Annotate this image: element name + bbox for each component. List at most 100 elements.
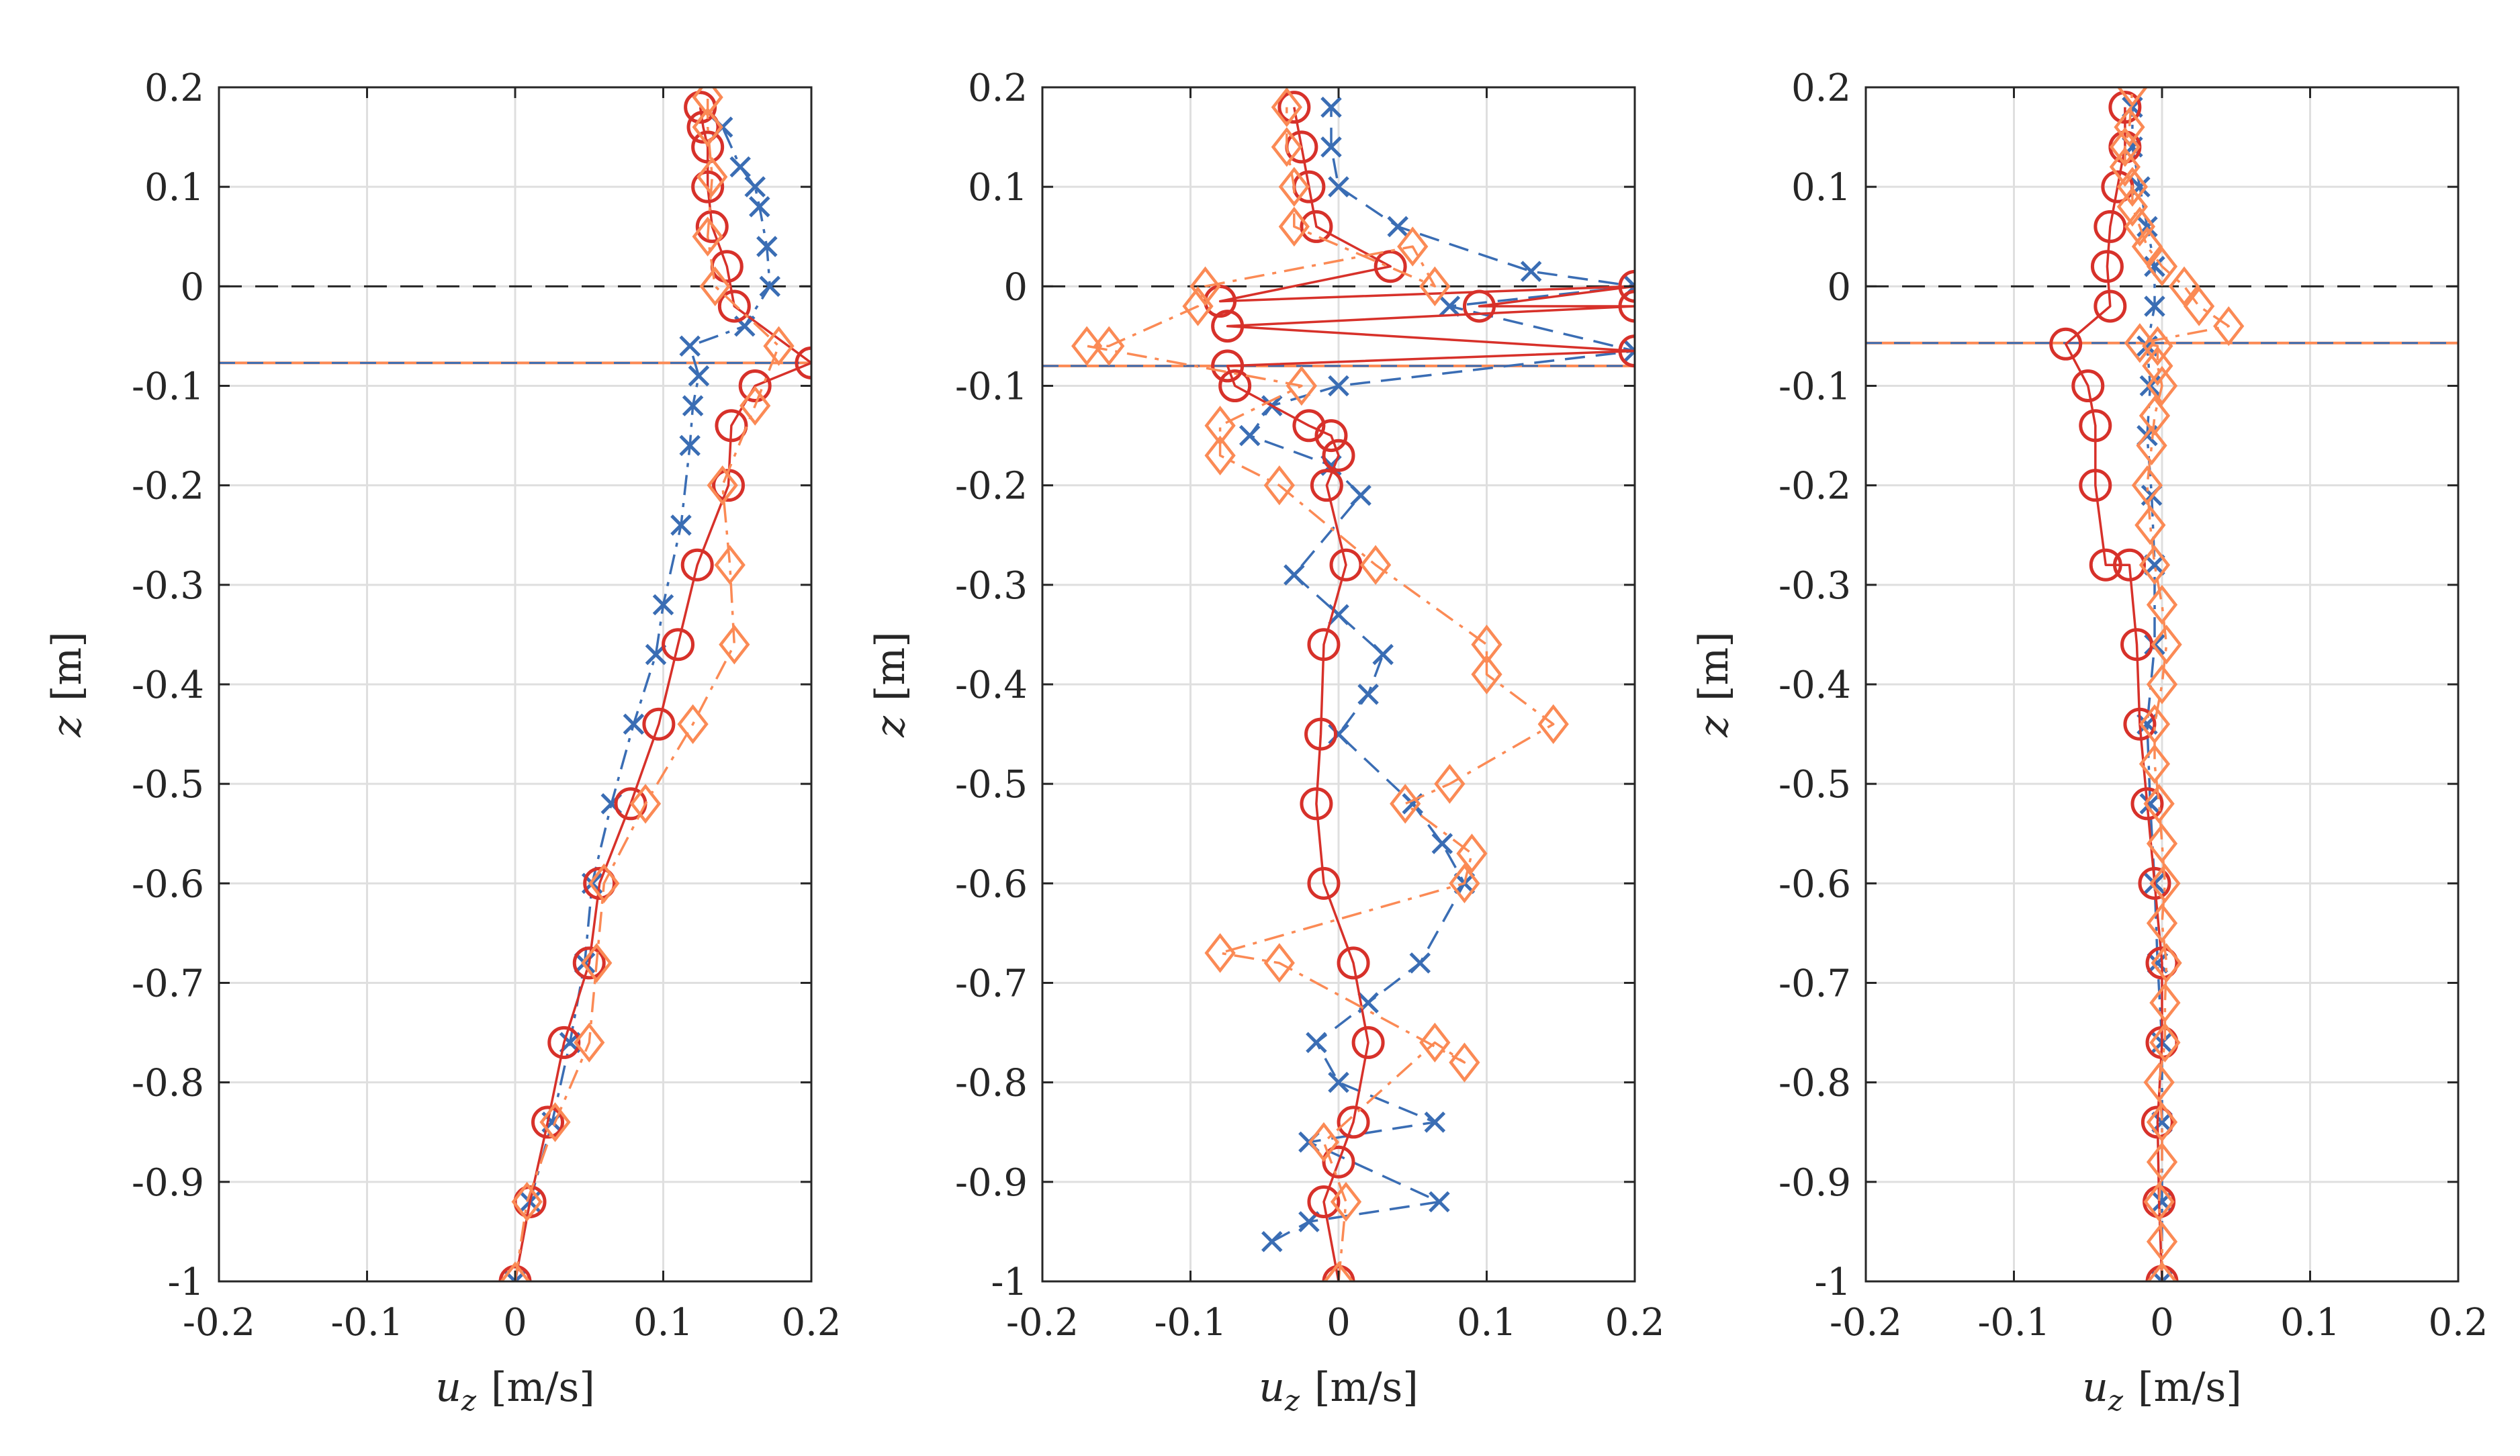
series-line: [1218, 107, 1635, 1281]
marker-diamond: [2146, 1261, 2178, 1281]
series-orange-diamond-dashdot: [1071, 87, 1569, 1281]
y-tick-label: -0.1: [955, 365, 1028, 409]
marker-diamond: [1390, 784, 1421, 824]
y-axis-label-unit: [m]: [867, 631, 914, 701]
series-red-o-solid: [1204, 91, 1635, 1281]
x-tick-label: 0.2: [781, 1301, 841, 1345]
marker-x: [1261, 1230, 1283, 1253]
marker-x: [2144, 295, 2165, 317]
marker-circle: [1351, 1026, 1385, 1059]
marker-circle: [2089, 548, 2122, 582]
marker-diamond: [1359, 545, 1392, 585]
marker-circle: [1277, 91, 1311, 124]
marker-diamond: [1471, 625, 1502, 665]
x-axis-label-sub: z: [1284, 1384, 1300, 1417]
marker-circle: [1211, 349, 1245, 383]
x-tick-label: -0.2: [1830, 1301, 1902, 1345]
marker-diamond: [2151, 625, 2182, 665]
marker-diamond: [1263, 465, 1295, 506]
y-tick-labels-middle: -1 -0.9 -0.8 -0.7 -0.6 -0.5 -0.4 -0.3 -0.2 -0.1 0 0…: [955, 66, 1635, 1304]
marker-x: [1306, 1032, 1327, 1054]
y-tick-label: 0.1: [968, 166, 1028, 210]
y-tick-label: -0.6: [955, 862, 1028, 906]
marker-circle: [2079, 409, 2112, 443]
marker-diamond: [1322, 1261, 1355, 1281]
x-tick-label: 0: [1326, 1301, 1351, 1345]
y-tick-label: 0.1: [144, 166, 204, 210]
marker-x: [1239, 424, 1261, 447]
y-axis-label-var: z: [44, 716, 91, 738]
y-axis-label-unit: [m]: [44, 631, 91, 701]
y-axis-label-var: z: [1691, 716, 1738, 738]
marker-circle: [1337, 946, 1370, 980]
marker-diamond: [2109, 127, 2141, 167]
marker-x: [504, 1271, 526, 1281]
x-axis-label-right: uz [m/s]: [2082, 1364, 2242, 1417]
x-axis-label-left: uz [m/s]: [435, 1364, 595, 1417]
marker-diamond: [692, 216, 723, 257]
x-axis-label-unit: [m/s]: [1314, 1364, 1419, 1411]
marker-diamond: [1204, 933, 1236, 973]
marker-diamond: [696, 156, 728, 197]
marker-x: [679, 435, 701, 457]
y-tick-label: -0.8: [132, 1062, 204, 1105]
marker-circle: [1618, 334, 1635, 368]
marker-x: [1320, 96, 1342, 118]
series-line: [1085, 107, 1555, 1281]
y-axis-label-middle: z [m]: [867, 631, 914, 737]
marker-x: [2139, 793, 2161, 815]
marker-diamond: [2146, 365, 2178, 406]
y-tick-label: -0.5: [132, 763, 204, 807]
y-tick-label: -0.3: [1779, 564, 1851, 608]
x-tick-label: -0.1: [331, 1301, 404, 1345]
x-tick-labels-right: -0.2 -0.1 0 0.1 0.2: [1830, 87, 2488, 1345]
marker-circle: [498, 1265, 532, 1281]
x-tick-label: -0.2: [183, 1301, 255, 1345]
marker-circle: [2112, 548, 2146, 582]
marker-circle: [2130, 787, 2164, 821]
marker-circle: [531, 1105, 565, 1139]
grid-left: [219, 87, 811, 1281]
marker-diamond: [1071, 326, 1103, 366]
marker-x: [2151, 1111, 2173, 1133]
series-right: [2049, 87, 2245, 1281]
marker-diamond: [2146, 1222, 2178, 1262]
marker-circle: [662, 628, 695, 662]
series-clip-group: [1071, 87, 1635, 1281]
y-tick-label: 0: [180, 265, 204, 309]
marker-circle: [715, 409, 748, 443]
marker-diamond: [2116, 187, 2149, 227]
x-tick-label: 0: [2150, 1301, 2174, 1345]
marker-diamond: [2134, 505, 2166, 545]
y-tick-label: -0.1: [1779, 365, 1851, 409]
marker-diamond: [2146, 903, 2178, 944]
y-tick-label: -0.9: [955, 1161, 1028, 1205]
y-tick-label: -0.3: [955, 564, 1028, 608]
marker-x: [1328, 375, 1349, 397]
marker-circle: [2123, 707, 2157, 741]
y-tick-label: -0.7: [955, 962, 1028, 1006]
x-axis-label-var: u: [435, 1364, 461, 1411]
marker-diamond: [692, 107, 723, 147]
marker-diamond: [499, 1261, 531, 1281]
series-blue-x-dashed: [1239, 96, 1635, 1253]
marker-diamond: [581, 943, 613, 983]
marker-diamond: [2149, 1022, 2181, 1063]
marker-diamond: [763, 326, 795, 366]
marker-diamond: [1419, 1022, 1451, 1063]
marker-x: [1372, 643, 1394, 666]
x-tick-label: 0: [503, 1301, 527, 1345]
marker-circle: [1307, 1185, 1341, 1218]
marker-x: [1328, 176, 1349, 197]
y-tick-label: -0.2: [1779, 465, 1851, 508]
x-tick-label: 0.2: [1605, 1301, 1664, 1345]
y-tick-label: 0: [1003, 265, 1028, 309]
marker-circle: [1218, 369, 1252, 402]
marker-diamond: [1286, 365, 1318, 406]
y-tick-label: -1: [167, 1261, 204, 1304]
marker-diamond: [2146, 823, 2178, 864]
marker-diamond: [2213, 306, 2245, 347]
marker-diamond: [699, 266, 731, 306]
marker-diamond: [2146, 584, 2178, 625]
marker-diamond: [2136, 425, 2167, 466]
